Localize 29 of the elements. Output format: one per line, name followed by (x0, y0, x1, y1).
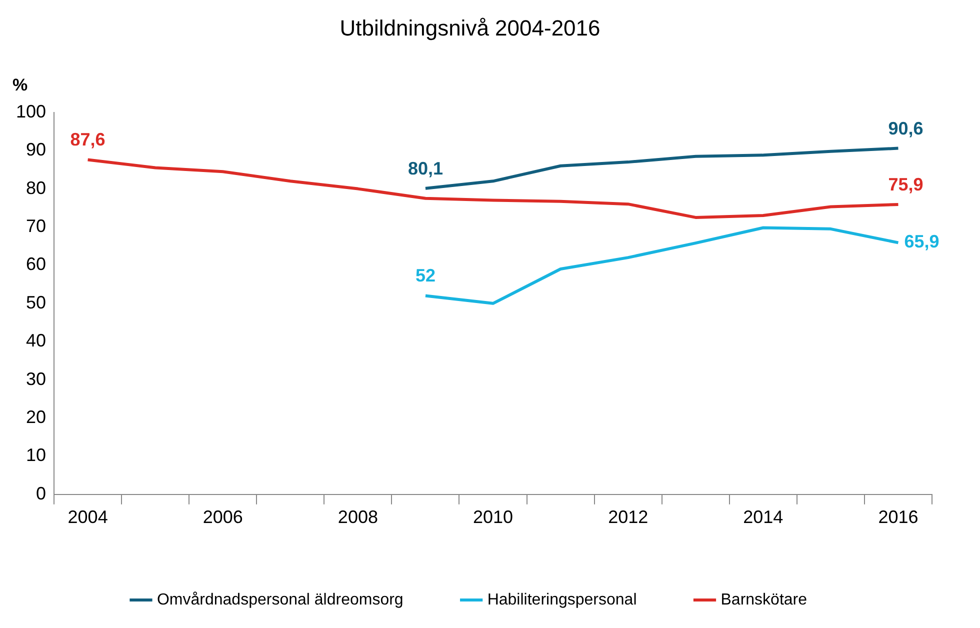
x-tick-label: 2006 (202, 507, 243, 528)
y-tick-label: 10 (26, 445, 46, 466)
y-tick-label: 90 (26, 140, 46, 160)
y-tick-label: 60 (26, 254, 46, 274)
y-tick-label: 70 (26, 216, 46, 236)
y-tick-label: 30 (26, 368, 46, 389)
data-label: 87,6 (70, 130, 106, 150)
legend-label: Omvårdnadspersonal äldreomsorg (156, 591, 404, 608)
y-axis-title: % (12, 76, 28, 95)
y-tick-label: 0 (36, 483, 46, 504)
chart-title: Utbildningsnivå 2004-2016 (340, 15, 600, 40)
x-tick-label: 2008 (338, 507, 378, 528)
y-tick-label: 100 (16, 101, 46, 122)
data-label: 75,9 (888, 174, 924, 194)
data-label: 90,6 (888, 118, 924, 138)
legend-label: Barnskötare (720, 591, 808, 608)
data-label: 80,1 (408, 158, 444, 178)
x-tick-label: 2012 (608, 507, 648, 528)
x-tick-label: 2016 (878, 507, 918, 528)
data-label: 65,9 (904, 232, 940, 252)
x-tick-label: 2004 (68, 507, 108, 528)
legend-label: Habiliteringspersonal (487, 591, 637, 608)
y-tick-label: 50 (26, 292, 46, 312)
data-label: 52 (415, 266, 436, 286)
y-tick-label: 40 (26, 330, 46, 351)
y-tick-label: 20 (26, 406, 46, 427)
y-tick-label: 80 (26, 178, 46, 198)
x-tick-label: 2010 (472, 507, 514, 528)
x-tick-label: 2014 (743, 507, 784, 528)
